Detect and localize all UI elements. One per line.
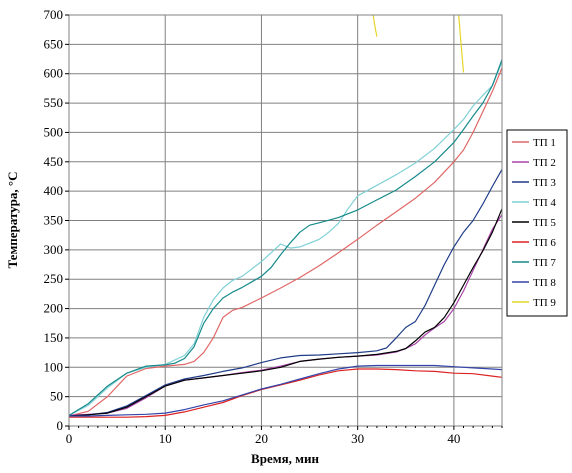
legend-item: ТП 3 [512,177,556,189]
y-tick-label: 0 [57,418,64,433]
legend-item: ТП 8 [512,277,556,289]
series-layer [68,14,503,418]
y-tick-label: 500 [44,124,64,139]
y-tick-label: 150 [44,330,64,345]
y-tick-label: 700 [44,7,64,22]
series-line [458,14,465,73]
y-tick-label: 650 [44,36,64,51]
x-tick-label: 30 [351,431,364,446]
x-tick-label: 40 [447,431,460,446]
series-line [68,61,503,416]
legend-label: ТП 4 [533,197,556,209]
legend-item: ТП 2 [512,157,556,169]
legend-label: ТП 1 [533,137,556,149]
y-tick-label: 250 [44,271,64,286]
series-3 [68,169,503,417]
x-tick-label: 10 [159,431,172,446]
y-tick-label: 100 [44,359,64,374]
series-9 [372,14,465,73]
series-line [68,59,503,416]
series-line [372,14,378,37]
series-8 [69,364,503,417]
x-tick-label: 0 [66,431,73,446]
legend-box [506,129,568,317]
series-7 [68,59,503,416]
legend-label: ТП 9 [533,297,556,309]
x-tick-label: 20 [255,431,268,446]
legend-item: ТП 5 [512,217,556,229]
x-axis-title: Время, мин [251,451,319,466]
y-tick-label: 600 [44,66,64,81]
legend-label: ТП 7 [533,257,556,269]
legend-item: ТП 9 [512,297,556,309]
series-4 [68,61,503,416]
y-axis-title: Температура, °С [5,172,20,269]
axes: 0501001502002503003504004505005506006507… [44,7,503,446]
series-line [68,67,503,417]
y-tick-label: 300 [44,242,64,257]
legend-label: ТП 3 [533,177,556,189]
legend-item: ТП 7 [512,257,556,269]
legend-label: ТП 8 [533,277,556,289]
series-line [68,208,503,417]
legend-label: ТП 5 [533,217,556,229]
series-line [69,368,503,418]
y-tick-label: 550 [44,95,64,110]
series-5 [68,208,503,417]
legend-item: ТП 6 [512,237,556,249]
series-6 [69,368,503,418]
legend-label: ТП 6 [533,237,556,249]
y-tick-label: 200 [44,301,64,316]
y-tick-label: 450 [44,154,64,169]
y-tick-label: 350 [44,213,64,228]
legend-label: ТП 2 [533,157,556,169]
y-tick-label: 50 [50,389,63,404]
series-line [69,364,503,417]
series-1 [68,67,503,417]
legend-item: ТП 1 [512,137,556,149]
series-line [68,169,503,417]
legend-item: ТП 4 [512,197,556,209]
y-tick-label: 400 [44,183,64,198]
legend: ТП 1 ТП 2 ТП 3 ТП 4 ТП 5 ТП 6 ТП 7 ТП 8 ТП 9 [506,129,568,317]
